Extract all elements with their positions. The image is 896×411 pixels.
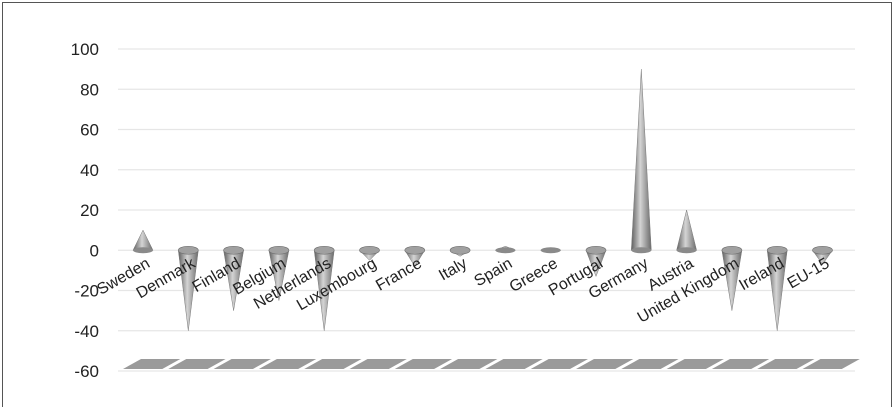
cone-base: [495, 247, 516, 254]
cone-base: [540, 247, 561, 254]
floor-tile: [530, 359, 588, 369]
x-tick-label: Italy: [436, 255, 470, 284]
floor-tile: [485, 359, 543, 369]
floor-tile: [802, 359, 860, 369]
cone-sweden: [132, 229, 154, 254]
y-axis-ticks: 100 80 60 40 20 0 -20 -40 -60: [71, 40, 99, 381]
cone-germany: [631, 69, 652, 254]
cone-base: [721, 245, 743, 255]
cone-netherlands: [313, 245, 335, 331]
y-tick-label: -20: [74, 282, 99, 301]
x-tick-label: EU-15: [785, 255, 833, 292]
cone-portugal: [585, 245, 607, 278]
cone-greece: [540, 247, 561, 254]
cone-base: [766, 245, 788, 255]
cone-base: [631, 247, 652, 254]
cone-base: [404, 245, 426, 255]
gridlines: [118, 48, 855, 372]
floor-tile: [123, 359, 181, 369]
y-tick-label: 60: [80, 121, 99, 140]
cone-base: [449, 245, 471, 255]
floor-tile: [711, 359, 770, 369]
y-tick-label: 40: [80, 161, 99, 180]
cone-ireland: [766, 245, 788, 331]
cone-italy: [449, 245, 471, 257]
y-tick-label: -40: [74, 322, 99, 341]
cone-base: [812, 245, 833, 255]
y-tick-label: 20: [80, 201, 99, 220]
floor-tile: [757, 359, 815, 369]
floor-tile: [621, 359, 679, 369]
cone-body: [676, 209, 697, 251]
cone-base: [223, 245, 244, 255]
y-tick-label: -60: [74, 362, 99, 381]
cone-finland: [223, 245, 244, 311]
cone-luxembourg: [358, 245, 381, 261]
cone-body: [132, 229, 154, 251]
cone-base: [178, 245, 199, 255]
cone-series: [132, 69, 833, 331]
floor-tile: [576, 359, 634, 369]
floor-tile: [304, 359, 362, 369]
cone-base: [268, 245, 290, 255]
cone-base: [585, 245, 607, 255]
cone-base: [313, 245, 335, 255]
cone-base: [359, 245, 380, 255]
cone-belgium: [268, 245, 290, 301]
cone-denmark: [178, 245, 199, 331]
y-tick-label: 80: [80, 80, 99, 99]
y-tick-label: 0: [90, 241, 99, 260]
cone-base: [676, 247, 697, 254]
cone-base: [133, 247, 153, 254]
chart-floor: [123, 359, 860, 369]
cone-spain: [495, 245, 516, 254]
x-tick-label: France: [373, 255, 425, 295]
chart-frame: 100 80 60 40 20 0 -20 -40 -60 Sweden Denmark Finla…: [2, 2, 892, 407]
floor-tile: [213, 359, 271, 369]
floor-tile: [168, 359, 226, 369]
floor-tile: [440, 359, 498, 369]
floor-tile: [258, 359, 317, 369]
y-tick-label: 100: [71, 40, 99, 59]
cone-austria: [676, 209, 697, 254]
cone-eu-15: [812, 245, 833, 265]
floor-tile: [394, 359, 453, 369]
floor-tile: [666, 359, 724, 369]
cone-united-kingdom: [721, 245, 743, 311]
floor-tile: [349, 359, 407, 369]
cone-body: [631, 69, 652, 251]
cone-france: [404, 245, 426, 267]
